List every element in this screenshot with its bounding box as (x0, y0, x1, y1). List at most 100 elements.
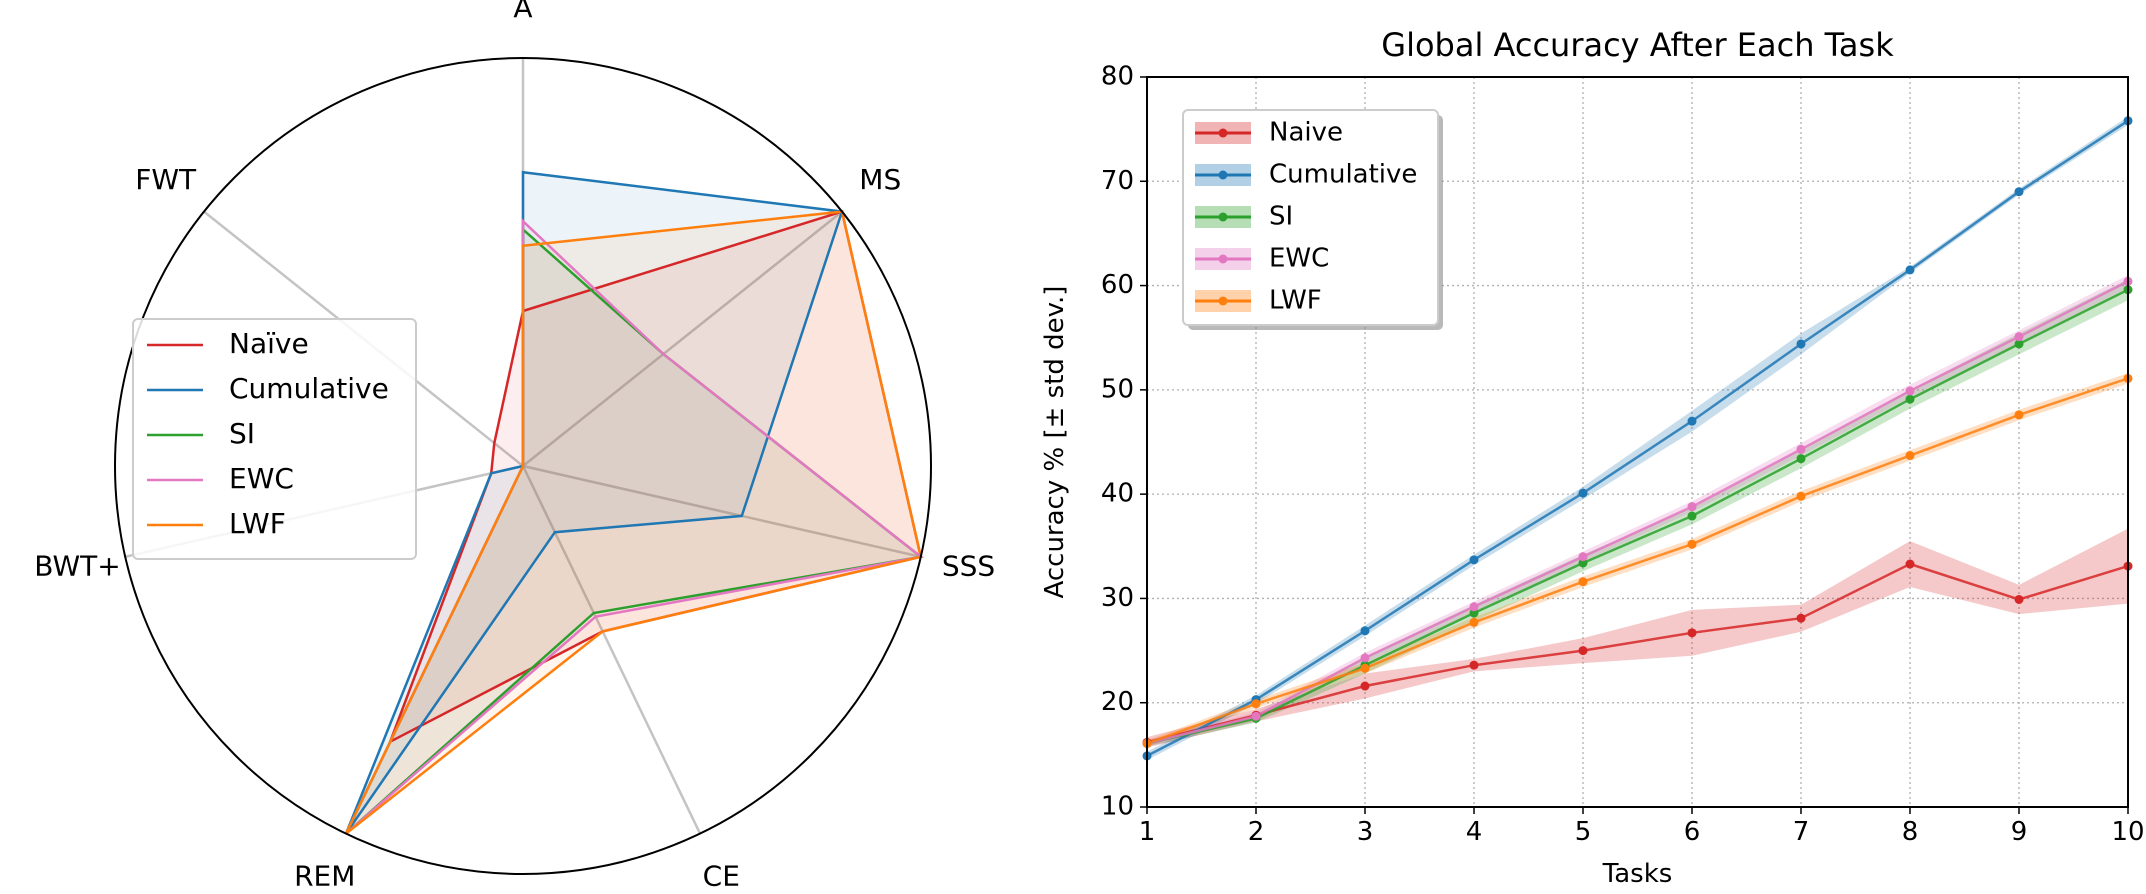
axis-label-ms: MS (859, 163, 901, 196)
axis-label-ce: CE (703, 860, 740, 893)
legend-marker-lwf (1218, 296, 1228, 306)
y-tick-label-60: 60 (1101, 270, 1134, 300)
x-axis-label: Tasks (1602, 859, 1673, 889)
point-si-9 (2014, 339, 2024, 349)
legend-label-lwf: LWF (229, 507, 286, 540)
y-tick-labels: 10 20 30 40 50 60 70 80 (1101, 62, 1147, 822)
point-lwf-4 (1469, 617, 1479, 627)
point-lwf-5 (1578, 577, 1588, 587)
legend-label-naive: Naive (1269, 118, 1343, 148)
point-lwf-6 (1687, 539, 1697, 549)
point-ewc-4 (1469, 602, 1479, 612)
x-tick-label-3: 3 (1357, 817, 1374, 847)
point-cumulative-7 (1796, 339, 1806, 349)
line-legend: Naive Cumulative SI EWC LWF (1182, 109, 1443, 330)
point-lwf-3 (1360, 663, 1370, 673)
x-tick-label-2: 2 (1248, 817, 1265, 847)
point-ewc-9 (2014, 332, 2024, 342)
point-cumulative-4 (1469, 555, 1479, 565)
point-naive-5 (1578, 646, 1588, 656)
y-tick-label-40: 40 (1101, 479, 1134, 509)
line-si (1146, 288, 2129, 745)
radar-fills (346, 172, 921, 834)
line-chart: Global Accuracy After Each Task 1 2 3 4 5 6 7 8… (1040, 26, 2145, 889)
point-ewc-3 (1360, 653, 1370, 663)
radar-chart: A MS SSS CE REM BWT+ FWT Naïve Cumulative SI EWC L… (34, 0, 995, 893)
legend-label-ewc: EWC (229, 462, 294, 495)
point-lwf-7 (1796, 491, 1806, 501)
point-si-8 (1905, 394, 1915, 404)
point-naive-6 (1687, 628, 1697, 638)
radar-lines (344, 170, 924, 835)
radar-line-cumulative (344, 170, 844, 835)
spoke-sss (522, 464, 922, 559)
x-tick-label-10: 10 (2111, 817, 2144, 847)
spoke-ce (521, 465, 702, 835)
plot-frame (1146, 76, 2129, 808)
x-tick-labels: 1 2 3 4 5 6 7 8 9 10 (1139, 807, 2145, 847)
legend-label-cumulative: Cumulative (1269, 160, 1417, 190)
y-tick-label-30: 30 (1101, 583, 1134, 613)
x-tick-label-9: 9 (2011, 817, 2028, 847)
legend-marker-ewc (1218, 254, 1228, 264)
line-naive (1146, 562, 2129, 744)
point-ewc-2 (1251, 711, 1261, 721)
axis-label-bwt-: BWT+ (34, 550, 120, 583)
point-si-4 (1469, 608, 1479, 618)
y-axis-label: Accuracy % [± std dev.] (1040, 286, 1070, 599)
point-si-6 (1687, 511, 1697, 521)
radar-outer-circle (114, 57, 932, 875)
point-naive-4 (1469, 660, 1479, 670)
point-si-7 (1796, 454, 1806, 464)
chart-title: Global Accuracy After Each Task (1381, 26, 1894, 64)
x-tick-label-4: 4 (1466, 817, 1483, 847)
legend-label-lwf: LWF (1269, 286, 1322, 316)
legend-label-si: SI (229, 417, 255, 450)
y-tick-label-70: 70 (1101, 166, 1134, 196)
y-tick-label-50: 50 (1101, 374, 1134, 404)
point-ewc-5 (1578, 552, 1588, 562)
point-cumulative-3 (1360, 626, 1370, 636)
band-naive (1147, 528, 2128, 748)
x-tick-label-8: 8 (1902, 817, 1919, 847)
y-tick-label-20: 20 (1101, 687, 1134, 717)
line-lwf (1146, 377, 2129, 745)
radar-axis-labels: A MS SSS CE REM BWT+ FWT (34, 0, 995, 893)
legend-marker-naive (1218, 128, 1228, 138)
radar-fill-cumulative (346, 172, 842, 834)
radar-fill-lwf (346, 211, 921, 834)
axis-label-rem: REM (294, 860, 355, 893)
series-points (1142, 116, 2133, 761)
x-tick-label-7: 7 (1793, 817, 1810, 847)
point-si-5 (1578, 558, 1588, 568)
x-tick-label-5: 5 (1575, 817, 1592, 847)
point-naive-3 (1360, 681, 1370, 691)
legend-label-cumulative: Cumulative (229, 372, 389, 405)
legend-label-si: SI (1269, 202, 1293, 232)
line-legend-box (1182, 109, 1439, 326)
point-ewc-8 (1905, 386, 1915, 396)
point-cumulative-8 (1905, 265, 1915, 275)
point-naive-9 (2014, 594, 2024, 604)
legend-marker-cumulative (1218, 170, 1228, 180)
legend-marker-si (1218, 212, 1228, 222)
point-ewc-6 (1687, 502, 1697, 512)
axis-label-fwt: FWT (135, 163, 197, 196)
y-tick-label-80: 80 (1101, 62, 1134, 92)
point-cumulative-6 (1687, 416, 1697, 426)
legend-label-naive: Naïve (229, 327, 309, 360)
radar-legend: Naïve Cumulative SI EWC LWF (132, 318, 417, 560)
x-tick-label-1: 1 (1139, 817, 1156, 847)
point-cumulative-5 (1578, 488, 1588, 498)
point-lwf-2 (1251, 699, 1261, 709)
line-cumulative (1146, 119, 2129, 758)
point-lwf-8 (1905, 451, 1915, 461)
y-tick-label-10: 10 (1101, 792, 1134, 822)
point-lwf-9 (2014, 410, 2024, 420)
x-tick-label-6: 6 (1684, 817, 1701, 847)
point-naive-7 (1796, 613, 1806, 623)
point-ewc-7 (1796, 444, 1806, 454)
radar-legend-box (132, 318, 417, 560)
point-cumulative-9 (2014, 187, 2024, 197)
